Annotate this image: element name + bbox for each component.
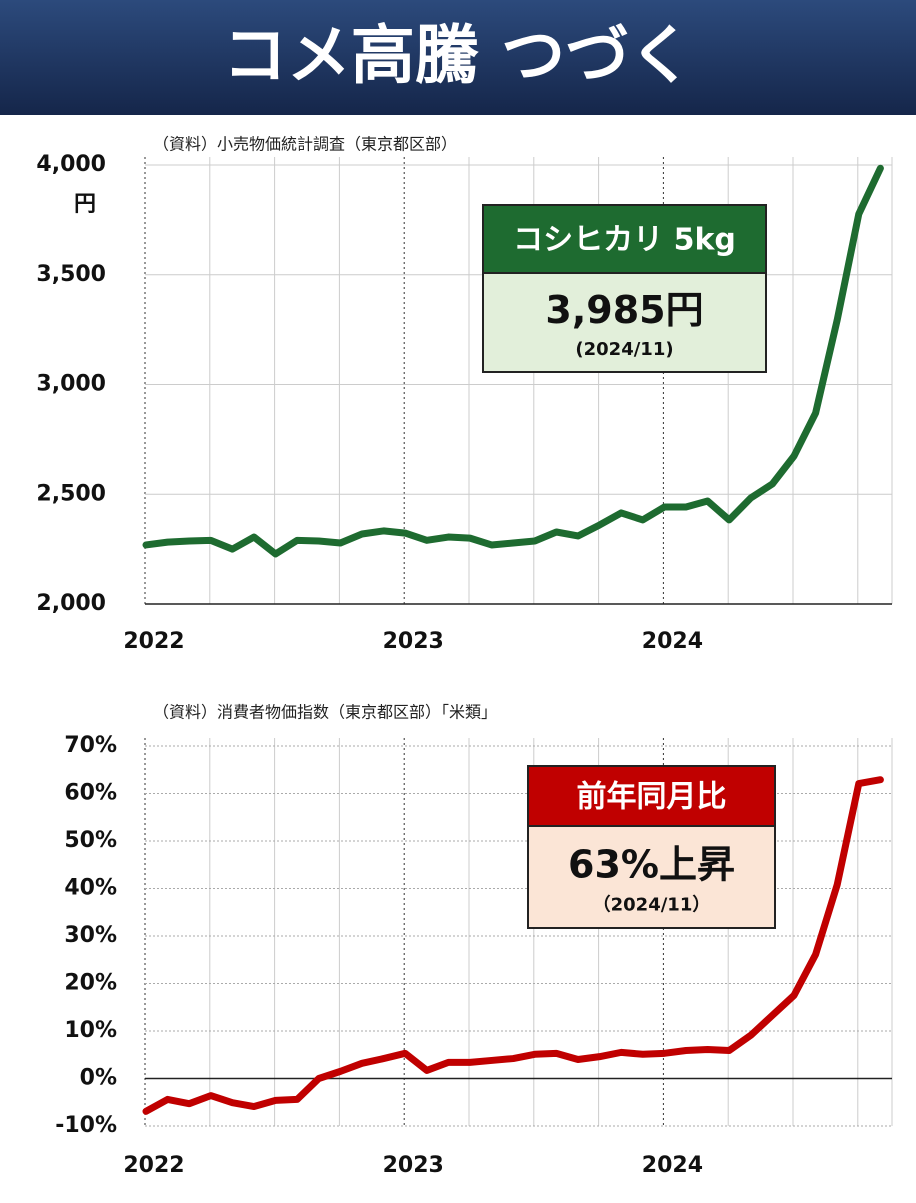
page-title: コメ高騰 つづく — [223, 20, 693, 94]
y-tick-label: 2,000 — [36, 591, 106, 616]
annotation-date: (2024/11) — [575, 339, 673, 360]
x-tick-label: 2024 — [642, 1153, 703, 1178]
y-tick-label: 50% — [64, 828, 117, 853]
chart-source: （資料）消費者物価指数（東京都区部）「米類」 — [153, 703, 497, 722]
y-tick-label: 60% — [64, 781, 117, 806]
y-tick-label: 3,500 — [36, 262, 106, 287]
y-tick-label: 40% — [64, 876, 117, 901]
x-tick-label: 2023 — [383, 629, 444, 654]
annotation-header — [482, 204, 767, 274]
y-tick-label: 3,000 — [36, 372, 106, 397]
x-tick-label: 2024 — [642, 629, 703, 654]
data-line — [142, 776, 884, 1115]
y-tick-label: 30% — [64, 923, 117, 948]
header-bar — [0, 0, 916, 115]
y-tick-label: -10% — [55, 1113, 117, 1138]
chart-source: （資料）小売物価統計調査（東京都区部） — [153, 135, 457, 154]
y-tick-label: 10% — [64, 1018, 117, 1043]
y-tick-label: 2,500 — [36, 481, 106, 506]
y-tick-label: 20% — [64, 971, 117, 996]
y-unit: 円 — [74, 192, 96, 217]
annotation-title: コシヒカリ 5kg — [513, 223, 736, 258]
annotation-date: （2024/11） — [593, 895, 711, 916]
y-tick-label: 70% — [64, 733, 117, 758]
x-tick-label: 2022 — [123, 1153, 184, 1178]
x-tick-label: 2023 — [383, 1153, 444, 1178]
annotation-value: 63%上昇 — [568, 842, 735, 886]
y-tick-label: 0% — [80, 1066, 117, 1091]
annotation-title: 前年同月比 — [577, 780, 727, 815]
x-tick-label: 2022 — [123, 629, 184, 654]
annotation-value: 3,985円 — [545, 288, 703, 332]
data-line — [142, 164, 884, 558]
y-tick-label: 4,000 — [36, 152, 106, 177]
annotation-header — [527, 765, 776, 827]
